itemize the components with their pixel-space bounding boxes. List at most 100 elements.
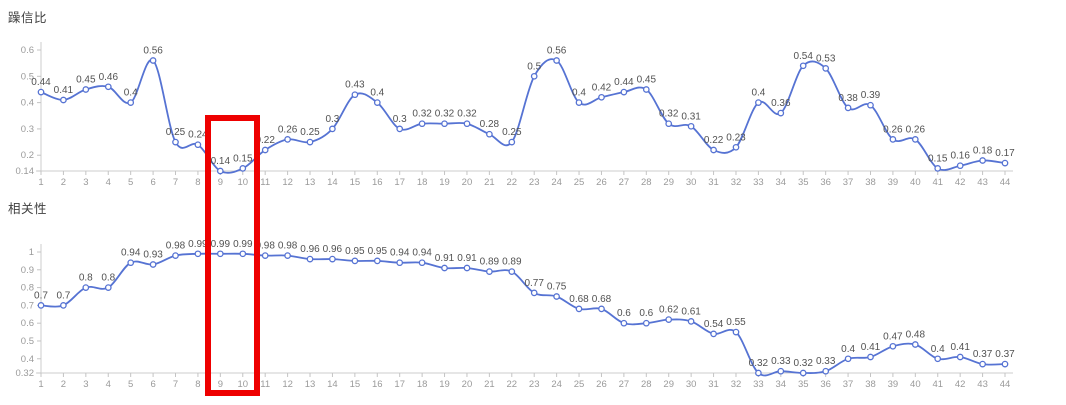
data-point-label: 0.8 (79, 273, 93, 284)
x-tick-label: 38 (865, 177, 876, 188)
data-point-marker (104, 83, 112, 91)
y-tick-label: 0.4 (21, 354, 34, 365)
data-point-label: 0.98 (278, 241, 298, 252)
data-point-label: 0.41 (861, 342, 881, 353)
x-tick-label: 12 (282, 177, 293, 188)
data-point-marker (822, 367, 830, 375)
x-tick-label: 21 (484, 379, 495, 390)
x-tick-label: 42 (955, 177, 966, 188)
data-point-marker (777, 367, 785, 375)
data-point-marker (239, 250, 247, 258)
data-point-label: 0.32 (435, 109, 455, 120)
data-point-marker (216, 167, 224, 175)
line-series (40, 58, 1006, 174)
x-tick-label: 4 (106, 177, 111, 188)
x-tick-label: 7 (173, 379, 178, 390)
data-point-label: 0.55 (726, 317, 746, 328)
data-point-label: 0.91 (435, 253, 455, 264)
x-tick-label: 19 (439, 177, 450, 188)
data-point-marker (306, 138, 314, 146)
correlation-chart-title: 相关性 (8, 202, 48, 216)
data-point-label: 0.95 (368, 246, 388, 257)
data-point-label: 0.32 (457, 109, 477, 120)
data-point-label: 0.94 (390, 248, 410, 259)
x-tick-label: 22 (507, 379, 518, 390)
x-tick-label: 2 (61, 379, 66, 390)
x-tick-label: 39 (888, 177, 899, 188)
x-tick-label: 34 (776, 177, 787, 188)
data-point-marker (396, 125, 404, 133)
data-point-label: 0.22 (255, 135, 275, 146)
data-point-label: 0.54 (704, 319, 724, 330)
x-tick-label: 35 (798, 379, 809, 390)
chart-1: 0.60.50.40.30.20.141 2 3 4 5 6 7 8 9 10 11 12 13 14 15… (16, 42, 1015, 188)
data-point-label: 0.43 (345, 80, 365, 91)
data-point-label: 0.42 (592, 82, 612, 93)
x-tick-label: 4 (106, 379, 111, 390)
y-tick-label: 0.6 (21, 45, 34, 56)
data-point-marker (396, 259, 404, 267)
data-point-label: 0.4 (841, 344, 855, 355)
data-point-marker (104, 284, 112, 291)
data-point-marker (486, 268, 493, 275)
x-tick-label: 22 (507, 177, 518, 188)
chart-2: 10.90.80.70.60.50.40.321 2 3 4 5 6 7 8 9 10 11 12 13… (16, 239, 1016, 390)
axes (36, 244, 1013, 374)
data-point-marker (867, 353, 874, 361)
data-point-label: 0.4 (751, 88, 765, 99)
data-point-label: 0.45 (76, 75, 96, 86)
x-tick-label: 15 (350, 379, 361, 390)
data-point-label: 0.16 (950, 151, 970, 162)
y-tick-label: 1 (29, 247, 34, 258)
highlight-rectangle (205, 115, 260, 396)
axes (36, 42, 1013, 172)
y-tick-label: 0.3 (21, 124, 34, 135)
x-tick-label: 14 (327, 177, 338, 188)
data-point-marker (82, 86, 90, 93)
x-tick-label: 6 (150, 379, 155, 390)
data-point-marker (194, 141, 202, 149)
data-point-label: 0.94 (412, 248, 432, 259)
data-point-label: 0.28 (480, 119, 500, 130)
x-tick-label: 28 (641, 379, 652, 390)
data-point-label: 0.77 (524, 278, 544, 289)
data-point-marker (710, 330, 717, 338)
x-tick-label: 15 (350, 177, 361, 188)
data-point-marker (261, 146, 269, 154)
data-point-marker (575, 305, 583, 313)
data-point-marker (979, 360, 986, 368)
data-point-label: 0.99 (233, 239, 253, 250)
data-point-label: 0.4 (931, 344, 945, 355)
data-point-marker (979, 157, 986, 164)
x-tick-label: 42 (955, 379, 966, 390)
data-point-marker (508, 138, 516, 146)
data-point-marker (598, 305, 605, 313)
x-axis-ticks: 1 2 3 4 5 6 7 8 9 10 11 12 13 14 15 16 17 18 19 20 21 22 23 24 2… (38, 171, 1010, 188)
x-tick-label: 9 (218, 177, 223, 188)
data-point-marker (508, 268, 516, 275)
markers (37, 57, 1009, 175)
data-point-label: 0.96 (300, 244, 320, 255)
data-point-label: 0.15 (928, 153, 948, 164)
data-point-marker (889, 342, 897, 350)
data-point-marker (575, 99, 583, 106)
x-tick-label: 5 (128, 177, 133, 188)
data-point-marker (889, 136, 897, 143)
x-tick-label: 18 (417, 177, 428, 188)
data-point-label: 0.18 (973, 146, 993, 157)
data-point-label: 0.3 (393, 114, 407, 125)
data-point-label: 0.54 (793, 51, 813, 62)
y-axis-ticks: 1 0.9 0.8 0.7 0.6 0.5 0.4 0.32 (16, 247, 41, 379)
data-point-marker (687, 122, 695, 130)
data-point-marker (530, 289, 538, 297)
data-point-label: 0.15 (233, 153, 253, 164)
data-point-label: 0.91 (457, 253, 477, 264)
data-point-marker (82, 284, 90, 291)
data-point-label: 0.4 (370, 88, 384, 99)
x-tick-label: 17 (394, 379, 405, 390)
data-point-marker (329, 255, 336, 263)
x-tick-label: 13 (305, 177, 316, 188)
y-tick-label: 0.6 (21, 318, 34, 329)
data-labels: 0.440.410.45 0.460.40.560.25 0.240.14 0.150… (31, 46, 1015, 168)
data-point-marker (777, 109, 785, 117)
